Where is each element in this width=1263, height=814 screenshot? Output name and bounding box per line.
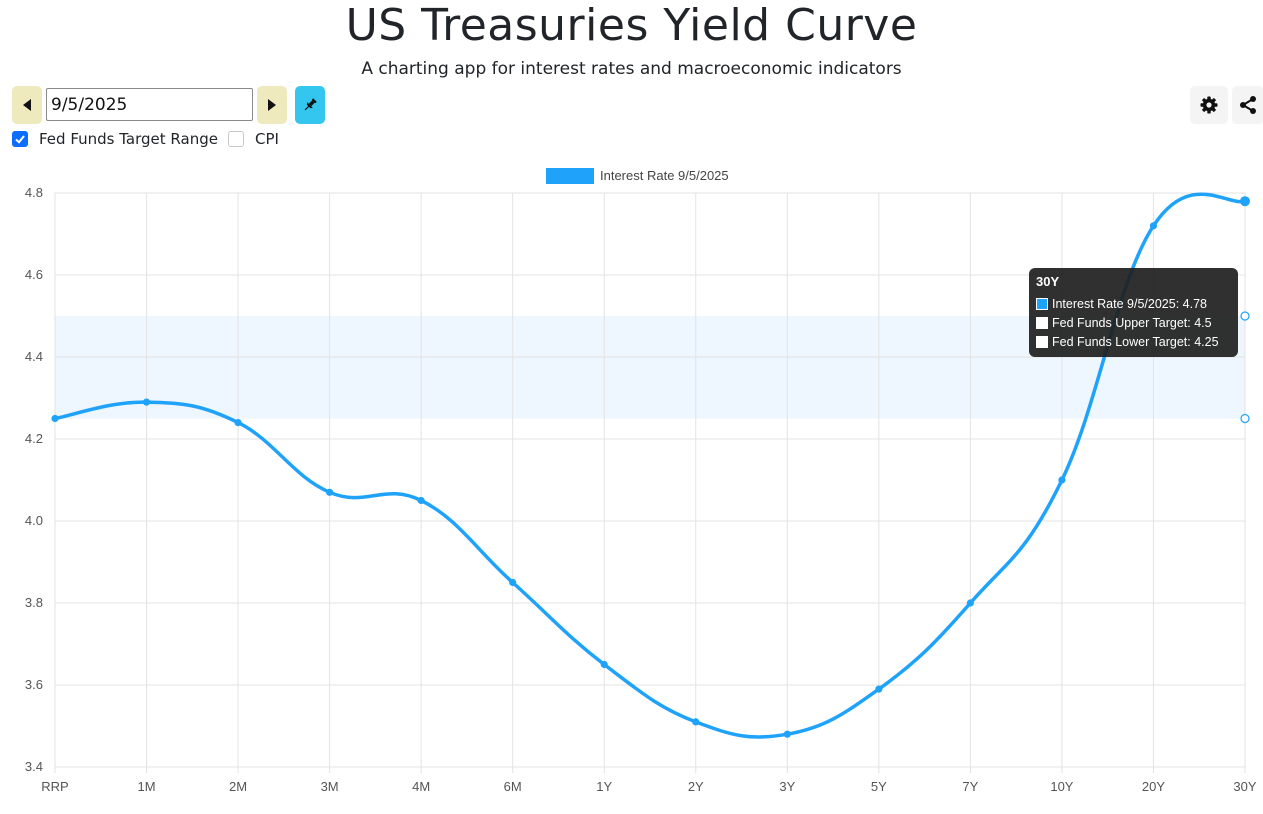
chart-tooltip: 30Y Interest Rate 9/5/2025: 4.78 Fed Fun… [1029, 268, 1238, 357]
next-date-button[interactable] [257, 86, 287, 124]
y-tick-label: 4.2 [25, 431, 43, 446]
fed-funds-checkbox[interactable] [12, 131, 28, 147]
x-tick-label: 7Y [962, 779, 978, 794]
pin-icon [304, 98, 317, 111]
tooltip-row-text: Fed Funds Upper Target: 4.5 [1052, 315, 1212, 330]
x-tick-label: 6M [504, 779, 522, 794]
data-point [509, 578, 517, 587]
yield-curve-chart[interactable]: Interest Rate 9/5/2025 4.8 4.6 4.4 4.2 4.0 3.… [0, 155, 1263, 810]
cpi-checkbox[interactable] [227, 131, 244, 147]
interest-rate-line [54, 192, 1246, 739]
fed-funds-upper-point [1240, 311, 1250, 321]
x-tick-label: RRP [41, 779, 68, 794]
y-tick-label: 4.4 [25, 349, 43, 364]
x-tick-label: 5Y [871, 779, 887, 794]
share-icon [1240, 96, 1256, 114]
tooltip-swatch [1036, 316, 1048, 329]
data-point [326, 488, 334, 496]
y-tick-label: 4.8 [25, 185, 43, 200]
settings-button[interactable] [1190, 86, 1228, 124]
tooltip-row-text: Fed Funds Lower Target: 4.25 [1052, 334, 1219, 349]
data-point [234, 419, 242, 427]
pin-button[interactable] [295, 86, 325, 124]
tooltip-row: Fed Funds Lower Target: 4.25 [1036, 332, 1231, 351]
caret-right-icon [268, 99, 276, 111]
tooltip-row: Fed Funds Upper Target: 4.5 [1036, 313, 1231, 332]
page-subtitle: A charting app for interest rates and ma… [361, 59, 902, 79]
y-tick-label: 3.8 [25, 595, 43, 610]
data-point [417, 496, 425, 505]
data-point [692, 718, 700, 726]
chart-legend[interactable]: Interest Rate 9/5/2025 [546, 168, 729, 184]
previous-date-button[interactable] [12, 86, 42, 124]
x-tick-label: 4M [412, 779, 430, 794]
data-point [51, 414, 59, 423]
fed-funds-lower-point [1240, 413, 1250, 424]
x-tick-label: 30Y [1233, 779, 1256, 794]
date-input[interactable] [46, 88, 253, 121]
x-tick-label: 3M [321, 779, 339, 794]
x-tick-label: 1M [138, 779, 156, 794]
gear-icon [1200, 96, 1218, 114]
x-tick-label: 2Y [688, 779, 704, 794]
y-tick-label: 3.6 [25, 677, 43, 692]
tooltip-swatch [1036, 297, 1048, 310]
data-point [600, 660, 608, 669]
data-point [966, 599, 974, 607]
data-point [875, 685, 883, 693]
x-tick-label: 1Y [596, 779, 612, 794]
legend-swatch [546, 168, 594, 184]
tooltip-title: 30Y [1036, 274, 1060, 289]
y-tick-label: 4.0 [25, 513, 43, 528]
tooltip-row: Interest Rate 9/5/2025: 4.78 [1036, 294, 1231, 313]
data-point [142, 398, 151, 406]
caret-left-icon [23, 99, 31, 111]
x-tick-label: 2M [229, 779, 247, 794]
tooltip-row-text: Interest Rate 9/5/2025: 4.78 [1052, 296, 1207, 311]
y-tick-label: 4.6 [25, 267, 43, 282]
x-tick-label: 3Y [779, 779, 795, 794]
data-point [1149, 222, 1158, 230]
x-tick-label: 20Y [1142, 779, 1165, 794]
legend-label: Interest Rate 9/5/2025 [600, 168, 729, 183]
checkbox-row: Fed Funds Target Range CPI [12, 127, 289, 151]
data-point [1058, 476, 1066, 484]
tooltip-swatch [1036, 335, 1048, 348]
x-tick-label: 10Y [1050, 779, 1073, 794]
fed-funds-checkbox-label[interactable]: Fed Funds Target Range [39, 130, 218, 148]
data-point [1240, 196, 1250, 207]
checkmark-icon [15, 135, 25, 144]
cpi-checkbox-label[interactable]: CPI [254, 130, 279, 148]
share-button[interactable] [1232, 86, 1263, 124]
data-point [783, 730, 791, 738]
y-tick-label: 3.4 [25, 759, 43, 774]
page-title: US Treasuries Yield Curve [345, 0, 918, 51]
